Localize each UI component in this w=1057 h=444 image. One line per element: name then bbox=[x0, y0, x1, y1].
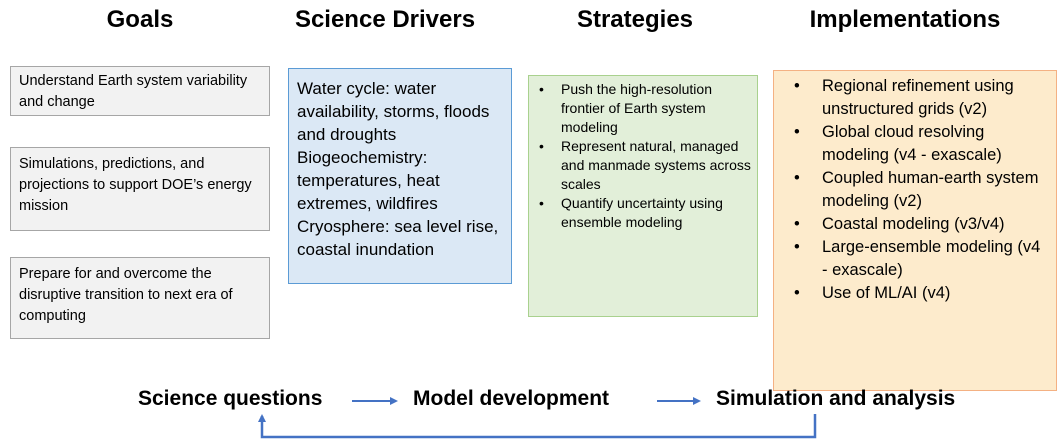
header: Implementations bbox=[809, 6, 1001, 33]
implementation-item: Use of ML/AI (v4) bbox=[780, 282, 1050, 305]
driver-text: Cryosphere: sea level rise, coastal inun… bbox=[297, 217, 499, 259]
implementation-item: Large-ensemble modeling (v4 - exascale) bbox=[780, 236, 1050, 282]
implementations-list: Regional refinement using unstructured g… bbox=[780, 75, 1050, 305]
feedback-arrow bbox=[258, 414, 817, 439]
flow-step: Model development bbox=[413, 387, 610, 410]
goal-box: Simulations, predictions, and projection… bbox=[10, 147, 270, 231]
header: Strategies bbox=[576, 6, 694, 33]
driver-text: Water cycle: water availability, storms,… bbox=[297, 79, 490, 144]
goal-box: Understand Earth system variability and … bbox=[10, 66, 270, 116]
implementation-item: Global cloud resolving modeling (v4 - ex… bbox=[780, 121, 1050, 167]
strategies-list: Push the high-resolution frontier of Ear… bbox=[535, 80, 751, 232]
strategy-item: Represent natural, managed and manmade s… bbox=[535, 137, 751, 194]
strategy-item: Push the high-resolution frontier of Ear… bbox=[535, 80, 751, 137]
strategies-box: Push the high-resolution frontier of Ear… bbox=[528, 75, 758, 317]
drivers-box: Water cycle: water availability, storms,… bbox=[288, 68, 512, 284]
header: Goals bbox=[106, 6, 174, 33]
implementation-item: Coastal modeling (v3/v4) bbox=[780, 213, 1050, 236]
implementation-item: Coupled human-earth system modeling (v2) bbox=[780, 167, 1050, 213]
driver-text: Biogeochemistry: temperatures, heat extr… bbox=[297, 148, 440, 213]
implementations-box: Regional refinement using unstructured g… bbox=[773, 70, 1057, 391]
strategy-item: Quantify uncertainty using ensemble mode… bbox=[535, 194, 751, 232]
flow-step: Science questions bbox=[138, 387, 323, 410]
implementation-item: Regional refinement using unstructured g… bbox=[780, 75, 1050, 121]
goal-box: Prepare for and overcome the disruptive … bbox=[10, 257, 270, 339]
header: Science Drivers bbox=[294, 6, 476, 33]
flow-step: Simulation and analysis bbox=[716, 387, 956, 410]
